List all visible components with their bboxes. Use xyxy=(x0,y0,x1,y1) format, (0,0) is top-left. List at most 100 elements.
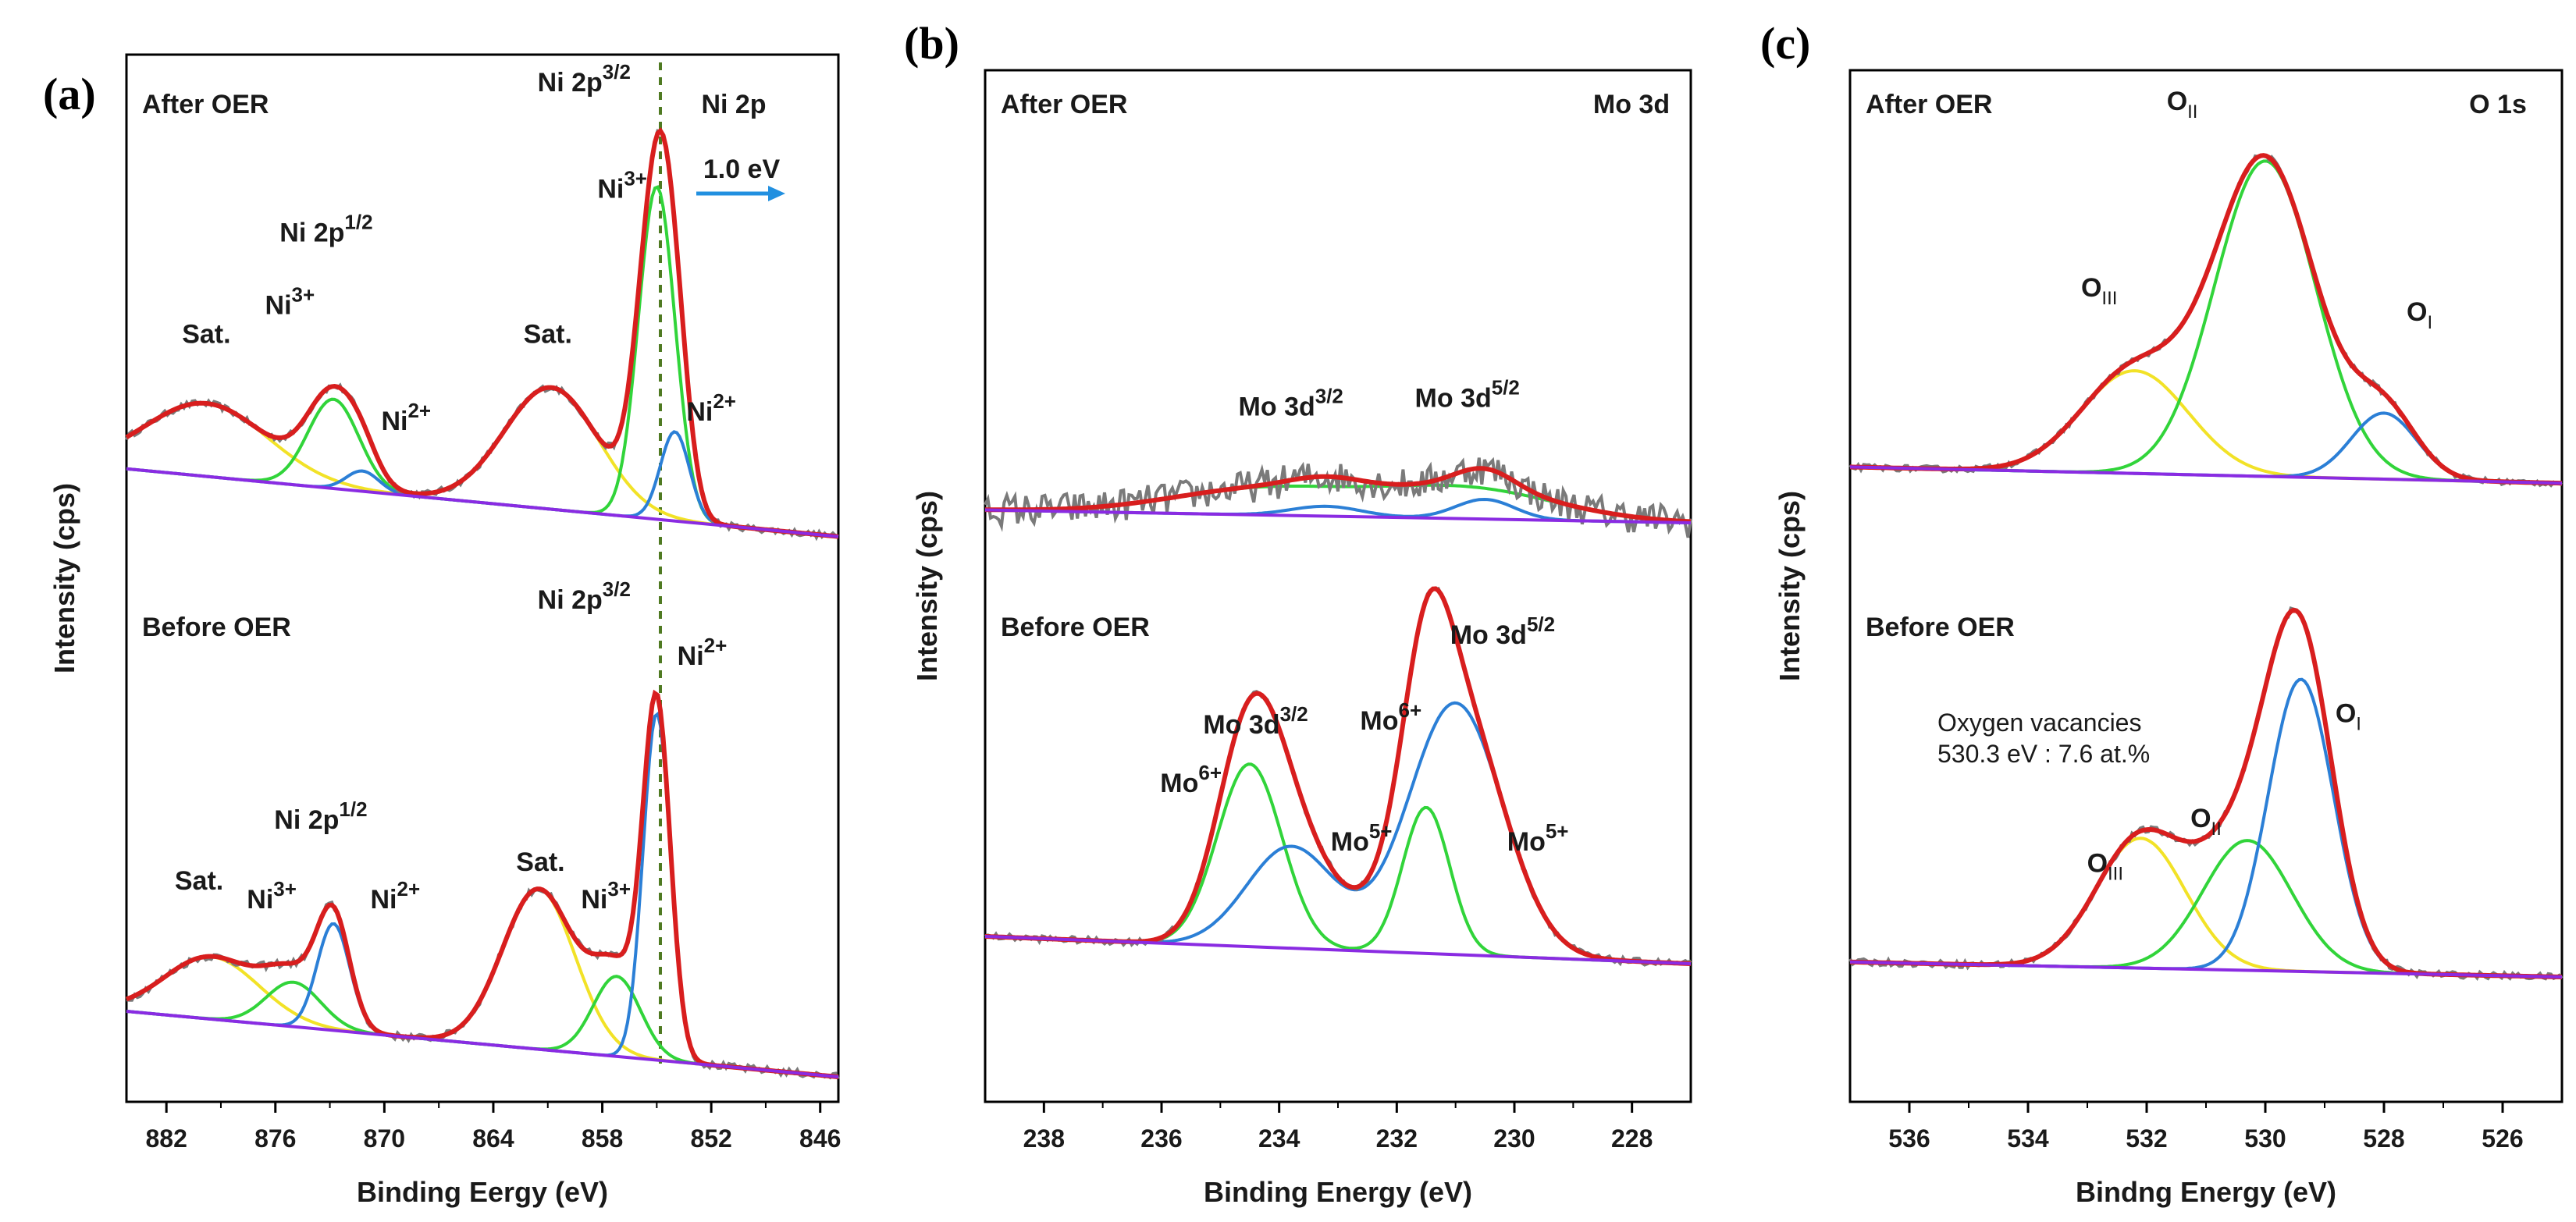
peak-annotation: Ni2+ xyxy=(678,634,728,671)
peak-annotation: OI xyxy=(2407,297,2432,333)
y-axis-title: Intensity (cps) xyxy=(1774,491,1806,681)
peak-annotation: Mo5+ xyxy=(1507,819,1569,857)
fit-component-ni2 xyxy=(126,430,839,538)
panel-letter: (b) xyxy=(904,18,959,69)
y-axis-title: Intensity (cps) xyxy=(911,491,943,681)
x-axis-title: Binding Eergy (eV) xyxy=(357,1176,608,1208)
x-tick-label: 876 xyxy=(254,1124,296,1153)
section-before: Before OER OII OIII OI Oxygen vacancies 530.3… xyxy=(1848,606,2564,982)
peak-annotation: Ni3+ xyxy=(581,877,631,915)
section-after: After OER OIII OII OI xyxy=(1848,87,2563,488)
peak-annotation: Mo6+ xyxy=(1160,761,1222,798)
background-line xyxy=(984,508,1692,524)
x-tick-label: 882 xyxy=(145,1124,187,1153)
section-before: Before OER Sat. Ni3+ Ni 2p1/2 Ni2+ Sat. Ni3+ Ni… xyxy=(125,577,840,1080)
panel-letter: (c) xyxy=(1760,18,1810,69)
x-tick-label: 864 xyxy=(472,1124,514,1153)
section-after: After OER Mo 3d3/2 Mo 3d5/2 xyxy=(984,90,1692,538)
peak-annotation: Mo 3d3/2 xyxy=(1239,385,1343,422)
background-line xyxy=(1849,465,2563,485)
peak-annotation: OIII xyxy=(2081,273,2117,309)
fit-component-oiii xyxy=(1849,837,2563,979)
x-tick-label: 230 xyxy=(1493,1124,1535,1153)
x-tick-label: 846 xyxy=(799,1124,841,1153)
section-label: After OER xyxy=(1866,90,1992,119)
background-line xyxy=(984,935,1692,965)
peak-annotation: Ni2+ xyxy=(381,399,431,436)
x-tick-label: 534 xyxy=(2007,1124,2049,1153)
x-tick-label: 236 xyxy=(1140,1124,1182,1153)
peak-annotation: Mo 3d5/2 xyxy=(1450,613,1555,650)
fit-envelope xyxy=(1849,607,2563,979)
peak-annotation: Mo6+ xyxy=(1360,698,1421,736)
background-line xyxy=(1849,960,2563,979)
fit-component-ni3 xyxy=(126,185,839,538)
raw-spectrum xyxy=(984,456,1692,538)
peak-annotation: Mo5+ xyxy=(1331,819,1393,857)
y-axis-title: Intensity (cps) xyxy=(48,483,80,673)
plot-frame xyxy=(125,53,840,1103)
oxygen-vacancy-note: 530.3 eV : 7.6 at.% xyxy=(1937,740,2150,768)
panel-title: O 1s xyxy=(2469,90,2527,119)
panel-3: (c) O 1s 536 534 532 530 528 526 Bindng Energy (… xyxy=(1760,18,2564,1208)
peak-annotation: Ni3+ xyxy=(265,282,315,320)
panel-2: (b) Mo 3d 238 236 234 232 230 228 Binding Energy… xyxy=(904,18,1692,1208)
shift-arrow-head xyxy=(768,186,785,201)
x-tick-label: 238 xyxy=(1023,1124,1065,1153)
peak-annotation: Sat. xyxy=(175,866,223,896)
panel-1: (a) Ni 2p 882 876 870 864 858 852 846 Binding Eer… xyxy=(43,53,841,1208)
section-label: Before OER xyxy=(142,613,291,642)
section-label: Before OER xyxy=(1001,613,1150,642)
peak-annotation: Ni2+ xyxy=(370,877,420,915)
peak-annotation: OIII xyxy=(2087,849,2123,885)
peak-annotation: Ni 2p1/2 xyxy=(274,797,367,835)
fit-component-oiii xyxy=(1849,369,2563,485)
peak-annotation: OII xyxy=(2190,804,2222,840)
oxygen-vacancy-note: Oxygen vacancies xyxy=(1937,709,2141,737)
x-tick-label: 232 xyxy=(1376,1124,1418,1153)
fit-envelope xyxy=(125,127,839,539)
peak-annotation: Sat. xyxy=(516,847,564,877)
x-tick-label: 532 xyxy=(2126,1124,2167,1153)
x-tick-label: 530 xyxy=(2244,1124,2286,1153)
peak-annotation: Ni 2p3/2 xyxy=(538,577,631,615)
peak-annotation: Ni 2p3/2 xyxy=(538,60,631,98)
x-tick-label: 526 xyxy=(2482,1124,2523,1153)
x-axis-title: Binding Energy (eV) xyxy=(1204,1176,1472,1208)
raw-spectrum xyxy=(984,586,1692,967)
fit-component-oii xyxy=(1849,839,2563,979)
x-tick-label: 528 xyxy=(2363,1124,2404,1153)
peak-annotation: OI xyxy=(2336,699,2361,735)
fit-envelope xyxy=(125,689,839,1079)
section-before: Before OER Mo 3d3/2 Mo6+ Mo6+ Mo 3d5/2 Mo5+ Mo… xyxy=(984,586,1692,967)
section-label: Before OER xyxy=(1866,613,2015,642)
panel-title: Ni 2p xyxy=(701,90,766,119)
shift-label: 1.0 eV xyxy=(703,155,781,184)
peak-annotation: Ni2+ xyxy=(686,389,736,427)
section-label: After OER xyxy=(1001,90,1127,119)
peak-annotation: Mo 3d3/2 xyxy=(1203,702,1308,740)
peak-annotation: Ni3+ xyxy=(597,167,647,204)
plot-frame xyxy=(1848,69,2564,1103)
fit-envelope xyxy=(984,586,1692,966)
peak-annotation: OII xyxy=(2167,87,2198,123)
peak-annotation: Sat. xyxy=(524,320,572,350)
background-line xyxy=(126,467,839,538)
peak-annotation: Sat. xyxy=(182,320,230,350)
x-tick-label: 870 xyxy=(364,1124,405,1153)
section-after: After OER Sat. Ni3+ Ni 2p1/2 Ni2+ Sat. Ni3+ Ni … xyxy=(125,60,839,542)
x-tick-label: 852 xyxy=(690,1124,731,1153)
section-label: After OER xyxy=(142,90,269,119)
x-axis-title: Bindng Energy (eV) xyxy=(2076,1176,2336,1208)
x-tick-label: 228 xyxy=(1611,1124,1653,1153)
panel-letter: (a) xyxy=(43,69,96,119)
peak-annotation: Mo 3d5/2 xyxy=(1415,376,1520,414)
fit-component-mo6 xyxy=(984,762,1692,965)
fit-envelope xyxy=(984,466,1692,524)
x-tick-label: 858 xyxy=(582,1124,623,1153)
x-tick-label: 536 xyxy=(1888,1124,1930,1153)
x-tick-label: 234 xyxy=(1258,1124,1300,1153)
fit-component-sat xyxy=(126,887,839,1078)
background-line xyxy=(126,1010,839,1078)
